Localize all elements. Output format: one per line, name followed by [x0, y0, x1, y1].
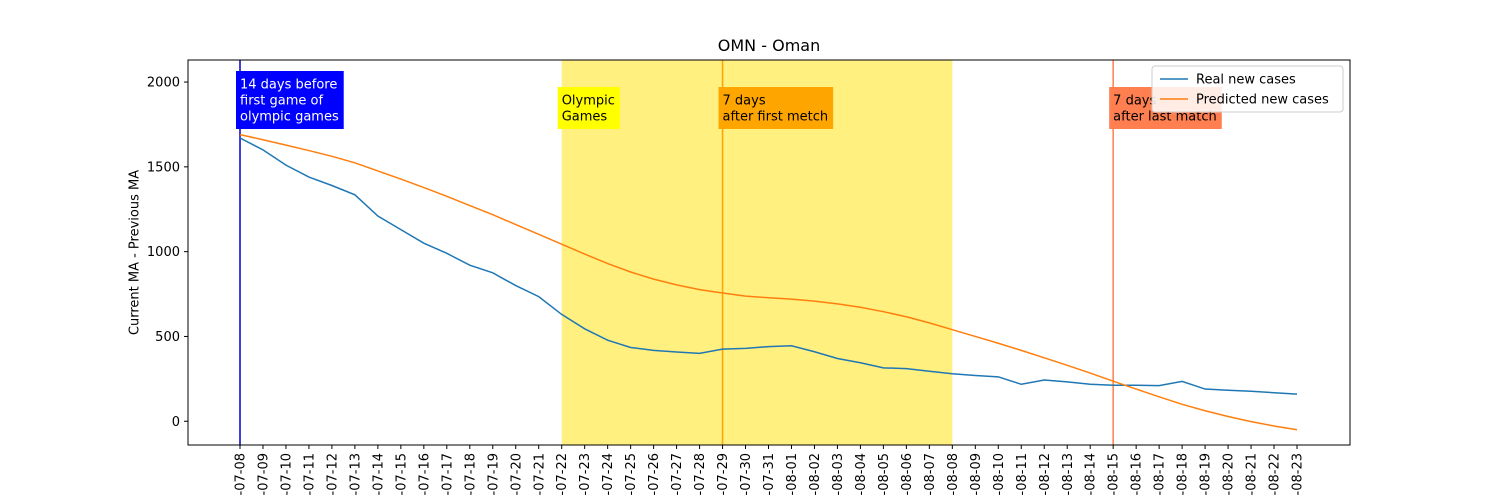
series-line-1 [239, 133, 1298, 431]
x-tick-label: -07-26 [647, 453, 662, 495]
x-tick-label: -07-30 [739, 453, 754, 495]
x-tick-label: -08-16 [1130, 453, 1145, 495]
x-tick-label: -07-21 [532, 453, 547, 495]
x-tick-label: -07-19 [486, 453, 501, 495]
y-tick-label: 2000 [147, 76, 180, 91]
x-tick-label: -07-16 [417, 453, 432, 495]
x-tick-label: -07-14 [371, 453, 386, 495]
x-tick-label: -07-29 [716, 453, 731, 495]
y-axis-label: Current MA - Previous MA [128, 170, 143, 335]
x-tick-label: -08-09 [969, 453, 984, 495]
y-tick-label: 1000 [147, 245, 180, 260]
x-tick-label: -08-10 [992, 453, 1007, 495]
x-tick-label: -08-04 [854, 453, 869, 495]
x-tick-label: -07-10 [280, 453, 295, 495]
x-tick-label: -07-31 [762, 453, 777, 495]
x-tick-label: -07-08 [234, 453, 249, 495]
x-tick-label: -07-11 [302, 453, 317, 495]
x-tick-label: -07-23 [578, 453, 593, 495]
annotation-text-2-1: after first metch [723, 110, 829, 125]
x-tick-label: -08-01 [785, 453, 800, 495]
x-tick-label: -08-19 [1199, 453, 1214, 495]
annotation-text-3-0: 7 days [1113, 94, 1156, 109]
legend-label-0: Real new cases [1196, 73, 1296, 88]
x-tick-label: -08-05 [877, 453, 892, 495]
x-tick-label: -08-23 [1291, 453, 1306, 495]
x-tick-label: -08-06 [900, 453, 915, 495]
annotation-text-0-0: 14 days before [240, 78, 337, 93]
x-tick-label: -07-25 [624, 453, 639, 495]
legend: Real new cases Predicted new cases [1151, 65, 1344, 113]
x-tick-label: -07-09 [257, 453, 272, 495]
series-line-0 [239, 137, 1298, 395]
chart-title: OMN - Oman [718, 36, 820, 55]
annotation-text-3-1: after last match [1113, 110, 1217, 125]
y-tick-label: 1500 [147, 160, 180, 175]
annotation-text-1-1: Games [562, 110, 608, 125]
y-tick-label: 500 [155, 330, 180, 345]
x-tick-label: -08-07 [923, 453, 938, 495]
annotation-text-2-0: 7 days [723, 94, 766, 109]
x-tick-label: -08-21 [1245, 453, 1260, 495]
x-tick-label: -07-20 [509, 453, 524, 495]
annotation-box-1 [557, 87, 620, 129]
annotation-box-2 [718, 87, 834, 129]
annotation-box-0 [236, 71, 344, 129]
x-tick-label: -07-13 [348, 453, 363, 495]
x-tick-label: -08-20 [1222, 453, 1237, 495]
x-tick-label: -08-18 [1176, 453, 1191, 495]
x-tick-label: -07-27 [670, 453, 685, 495]
x-tick-label: -08-15 [1107, 453, 1122, 495]
x-tick-label: -08-14 [1084, 453, 1099, 495]
annotation-text-0-1: first game of [240, 94, 324, 109]
x-tick-label: -08-22 [1268, 453, 1283, 495]
annotation-text-1-0: Olympic [562, 94, 615, 109]
legend-box [1151, 65, 1344, 113]
x-tick-label: -08-11 [1015, 453, 1030, 495]
x-tick-label: -08-02 [808, 453, 823, 495]
x-tick-label: -08-08 [946, 453, 961, 495]
legend-label-1: Predicted new cases [1196, 93, 1329, 108]
x-tick-label: -08-13 [1061, 453, 1076, 495]
x-tick-label: -07-12 [325, 453, 340, 495]
x-tick-label: -07-24 [601, 453, 616, 495]
x-tick-label: -07-22 [555, 453, 570, 495]
x-tick-label: -07-28 [693, 453, 708, 495]
x-tick-label: -07-18 [463, 453, 478, 495]
y-tick-label: 0 [172, 415, 180, 430]
x-tick-label: -08-17 [1153, 453, 1168, 495]
annotation-text-0-2: olympic games [240, 110, 339, 125]
x-tick-label: -08-03 [831, 453, 846, 495]
x-tick-label: -07-17 [440, 453, 455, 495]
x-tick-label: -08-12 [1038, 453, 1053, 495]
x-tick-label: -07-15 [394, 453, 409, 495]
